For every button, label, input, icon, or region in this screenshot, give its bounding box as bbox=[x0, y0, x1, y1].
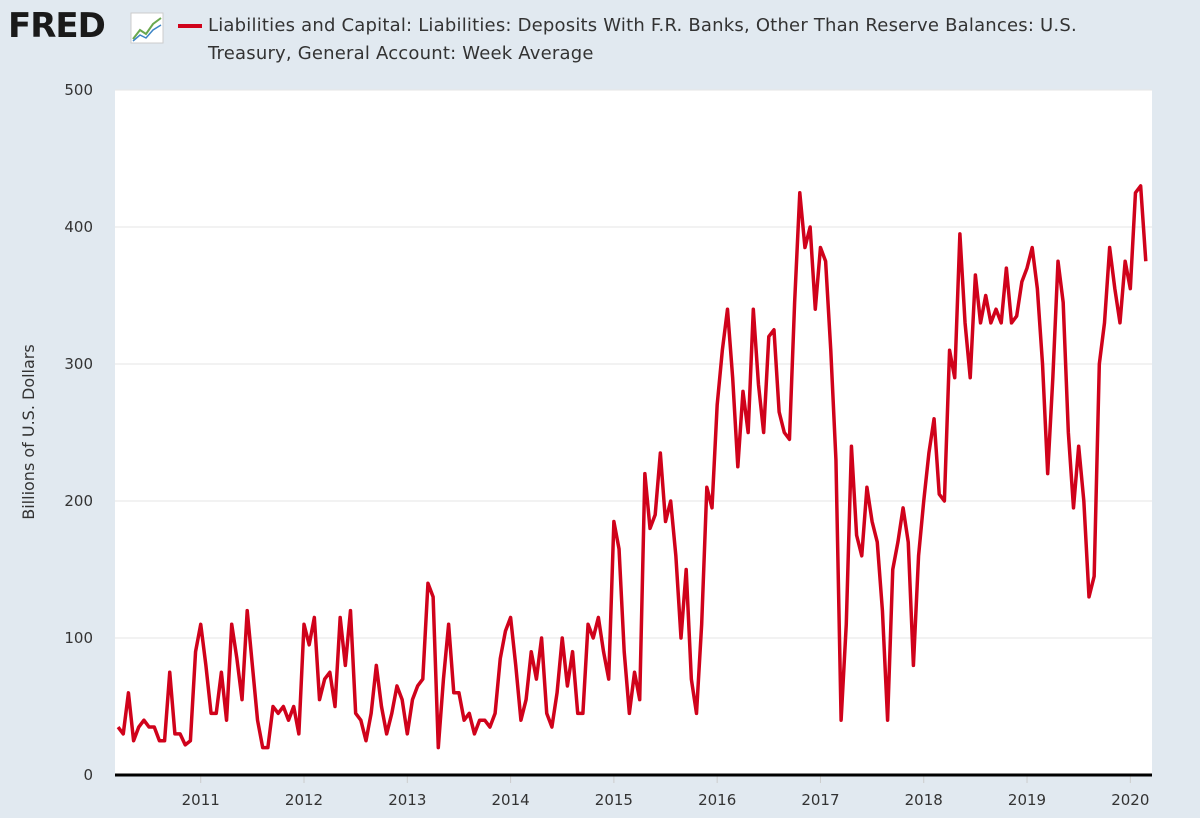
x-tick-label: 2017 bbox=[801, 791, 839, 809]
legend-label: Liabilities and Capital: Liabilities: De… bbox=[208, 15, 1077, 64]
logo-icon bbox=[130, 12, 164, 44]
y-tick-label: 500 bbox=[64, 81, 93, 99]
y-tick-label: 100 bbox=[64, 629, 93, 647]
y-axis-label: Billions of U.S. Dollars bbox=[19, 344, 38, 519]
x-tick-label: 2020 bbox=[1111, 791, 1149, 809]
legend-swatch bbox=[178, 24, 202, 28]
logo: FRED bbox=[8, 6, 106, 46]
y-tick-label: 300 bbox=[64, 355, 93, 373]
y-tick-label: 200 bbox=[64, 492, 93, 510]
x-tick-label: 2015 bbox=[595, 791, 633, 809]
x-tick-label: 2014 bbox=[491, 791, 529, 809]
y-tick-label: 0 bbox=[83, 766, 93, 784]
x-tick-label: 2011 bbox=[182, 791, 220, 809]
x-tick-label: 2019 bbox=[1008, 791, 1046, 809]
x-tick-label: 2016 bbox=[698, 791, 736, 809]
plot-area bbox=[115, 90, 1152, 775]
x-tick-label: 2018 bbox=[905, 791, 943, 809]
x-tick-label: 2012 bbox=[285, 791, 323, 809]
x-tick-label: 2013 bbox=[388, 791, 426, 809]
data-line bbox=[116, 184, 1148, 750]
y-tick-label: 400 bbox=[64, 218, 93, 236]
